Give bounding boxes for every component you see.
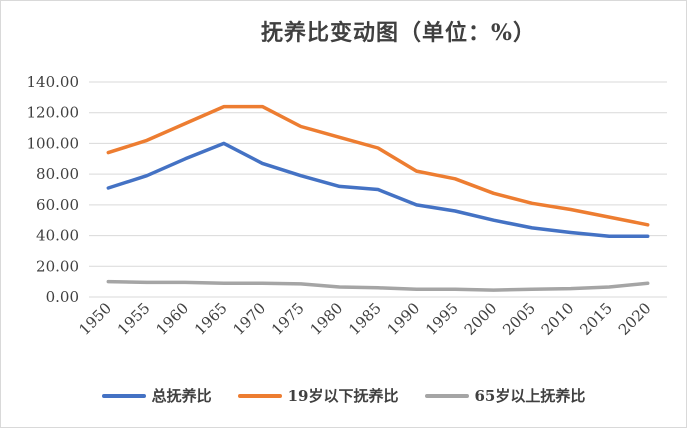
series-line-2 (106, 104, 650, 227)
x-tick-label: 2015 (576, 299, 616, 339)
x-tick-label: 1960 (152, 299, 192, 339)
legend-swatch (101, 393, 146, 398)
y-tick-label: 80.00 (36, 165, 79, 183)
series-line-1 (106, 141, 650, 239)
y-tick-label: 40.00 (36, 227, 79, 245)
x-tick-label: 1985 (345, 299, 385, 339)
legend-item: 65岁以上抚养比 (424, 385, 586, 406)
y-tick-label: 60.00 (36, 196, 79, 214)
legend-item: 总抚养比 (101, 385, 212, 406)
x-tick-label: 2005 (499, 299, 539, 339)
legend-label: 19岁以下抚养比 (287, 387, 399, 405)
x-tick-label: 1950 (75, 299, 115, 339)
legend-label: 65岁以上抚养比 (474, 387, 586, 405)
y-tick-label: 100.00 (27, 134, 80, 152)
chart-title: 抚养比变动图（单位：%） (261, 20, 536, 46)
y-tick-label: 20.00 (36, 257, 79, 275)
series-line-3 (106, 279, 650, 292)
y-tick-label: 140.00 (27, 73, 80, 91)
x-tick-label: 1990 (384, 299, 424, 339)
x-tick-label: 2020 (615, 299, 655, 339)
legend-item: 19岁以下抚养比 (237, 385, 399, 406)
x-tick-label: 2000 (461, 299, 501, 339)
x-tick-label: 1975 (268, 299, 308, 339)
legend-swatch (424, 393, 469, 398)
legend-label: 总抚养比 (151, 387, 212, 405)
x-tick-label: 1965 (191, 299, 231, 339)
x-tick-label: 1970 (229, 299, 269, 339)
legend-swatch (237, 393, 282, 398)
y-tick-label: 0.00 (46, 288, 79, 306)
x-tick-label: 1980 (307, 299, 347, 339)
x-tick-label: 1955 (114, 299, 154, 339)
x-tick-label: 1995 (422, 299, 462, 339)
x-tick-label: 2010 (538, 299, 578, 339)
y-tick-label: 120.00 (27, 104, 80, 122)
chart-legend: 总抚养比 19岁以下抚养比 65岁以上抚养比 (1, 385, 686, 406)
